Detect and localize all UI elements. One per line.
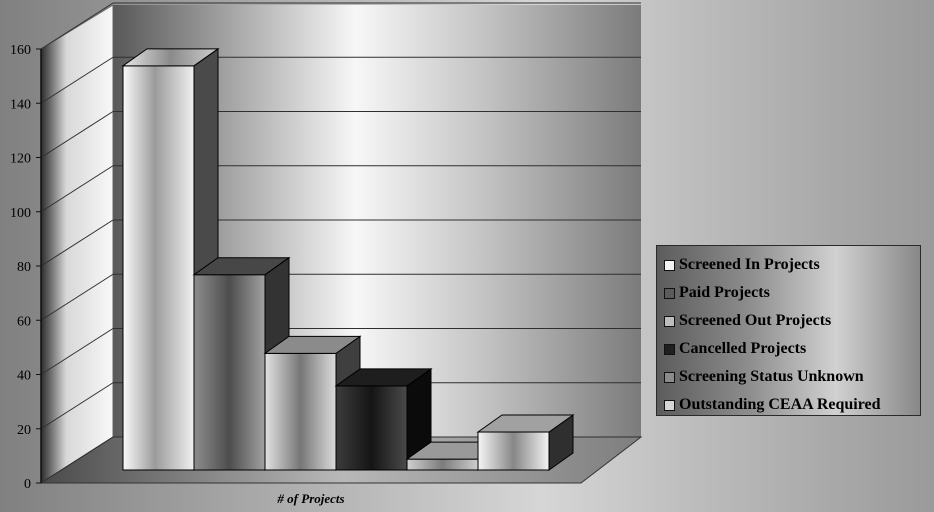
bar-front <box>264 352 337 471</box>
bar-front <box>193 274 266 471</box>
grid-line <box>40 165 114 213</box>
y-tick-label: 60 <box>17 314 31 329</box>
legend-label: Screened Out Projects <box>679 312 832 329</box>
bar-front <box>335 385 408 471</box>
legend-item: Cancelled Projects <box>664 338 806 360</box>
legend-swatch-screened-in <box>664 259 675 271</box>
grid-line <box>40 56 114 104</box>
grid-line <box>40 382 114 430</box>
legend-label: Outstanding CEAA Required <box>679 396 881 413</box>
y-tick-label: 40 <box>17 369 31 384</box>
legend-swatch-outstanding <box>664 399 675 411</box>
legend-swatch-unknown <box>664 371 675 383</box>
bar-top <box>263 335 362 354</box>
bar <box>121 47 220 471</box>
legend-item: Screened In Projects <box>664 254 820 276</box>
y-tick-label: 120 <box>10 152 31 167</box>
y-tick-label: 0 <box>24 477 31 492</box>
y-axis: 0 20 40 60 80 100 120 140 160 <box>10 43 42 492</box>
legend-item: Paid Projects <box>664 282 770 304</box>
legend-label: Screening Status Unknown <box>679 368 864 385</box>
legend-item: Screened Out Projects <box>664 310 831 332</box>
x-axis-label: # of Projects <box>276 491 344 506</box>
grid-line <box>40 2 114 50</box>
y-tick-label: 20 <box>17 423 31 438</box>
y-tick-label: 160 <box>10 43 31 58</box>
grid-line <box>40 436 114 484</box>
legend: Screened In Projects Paid Projects Scree… <box>656 245 921 416</box>
grid-line <box>40 328 114 375</box>
bar-front <box>406 458 479 471</box>
side-wall <box>40 4 114 484</box>
legend-item: Screening Status Unknown <box>664 366 864 388</box>
legend-item: Outstanding CEAA Required <box>664 394 881 416</box>
bar-front <box>477 431 550 471</box>
bar <box>476 414 575 471</box>
legend-swatch-paid <box>664 287 675 299</box>
y-tick-label: 80 <box>17 260 31 275</box>
legend-label: Paid Projects <box>679 284 770 301</box>
bar-front <box>122 65 195 471</box>
bar-top <box>476 414 575 433</box>
legend-swatch-cancelled <box>664 343 675 355</box>
y-tick-label: 140 <box>10 97 31 112</box>
legend-label: Screened In Projects <box>679 256 820 273</box>
grid-line <box>40 219 114 267</box>
grid-line <box>40 111 114 158</box>
bars <box>121 47 575 471</box>
y-tick-label: 100 <box>10 206 31 221</box>
bar <box>334 367 433 471</box>
bar-top <box>334 368 433 387</box>
bar-top <box>192 257 291 276</box>
grid-line <box>40 273 114 321</box>
bar-top <box>121 48 220 67</box>
legend-label: Cancelled Projects <box>679 340 807 357</box>
legend-swatch-screened-out <box>664 315 675 327</box>
